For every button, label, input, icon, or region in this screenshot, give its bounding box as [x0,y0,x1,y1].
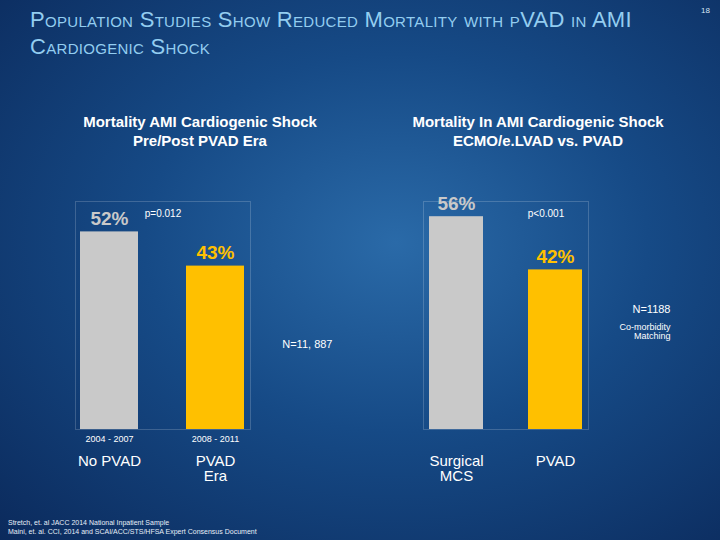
svg-text:N=11, 887: N=11, 887 [282,338,332,350]
svg-text:PVADEra: PVADEra [196,452,236,484]
html-text:Mortality AMI Cardiogenic Shoc: Mortality AMI Cardiogenic Shock Pre/Post… [83,113,317,149]
svg-text:2008 - 2011: 2008 - 2011 [192,434,239,444]
html-text:Mortality In AMI Cardiogenic S: Mortality In AMI Cardiogenic Shock ECMO/… [412,113,664,149]
svg-text:SurgicalMCS: SurgicalMCS [429,452,483,484]
svg-text:52%: 52% [90,208,128,229]
svg-text:p=0.012: p=0.012 [145,208,182,219]
svg-text:PVAD: PVAD [536,452,576,469]
svg-text:2004 - 2007: 2004 - 2007 [85,434,133,444]
svg-text:Co-morbidityMatching: Co-morbidityMatching [619,322,671,341]
html-text:Stretch, et. al JACC 2014 Nati: Stretch, et. al JACC 2014 National Inpat… [8,519,170,526]
html-text:Maini, et. al. CCI, 2014 and S: Maini, et. al. CCI, 2014 and SCAI/ACC/ST… [8,528,257,535]
svg-text:N=1188: N=1188 [632,303,670,315]
svg-text:No PVAD: No PVAD [78,452,141,469]
html-text:18: 18 [701,6,710,15]
svg-text:56%: 56% [437,193,475,214]
html-text:Population Studies Show Reduce: Population Studies Show Reduced Mortalit… [30,7,632,59]
svg-text:42%: 42% [536,246,574,267]
svg-text:43%: 43% [196,242,234,263]
svg-text:p<0.001: p<0.001 [528,208,565,219]
